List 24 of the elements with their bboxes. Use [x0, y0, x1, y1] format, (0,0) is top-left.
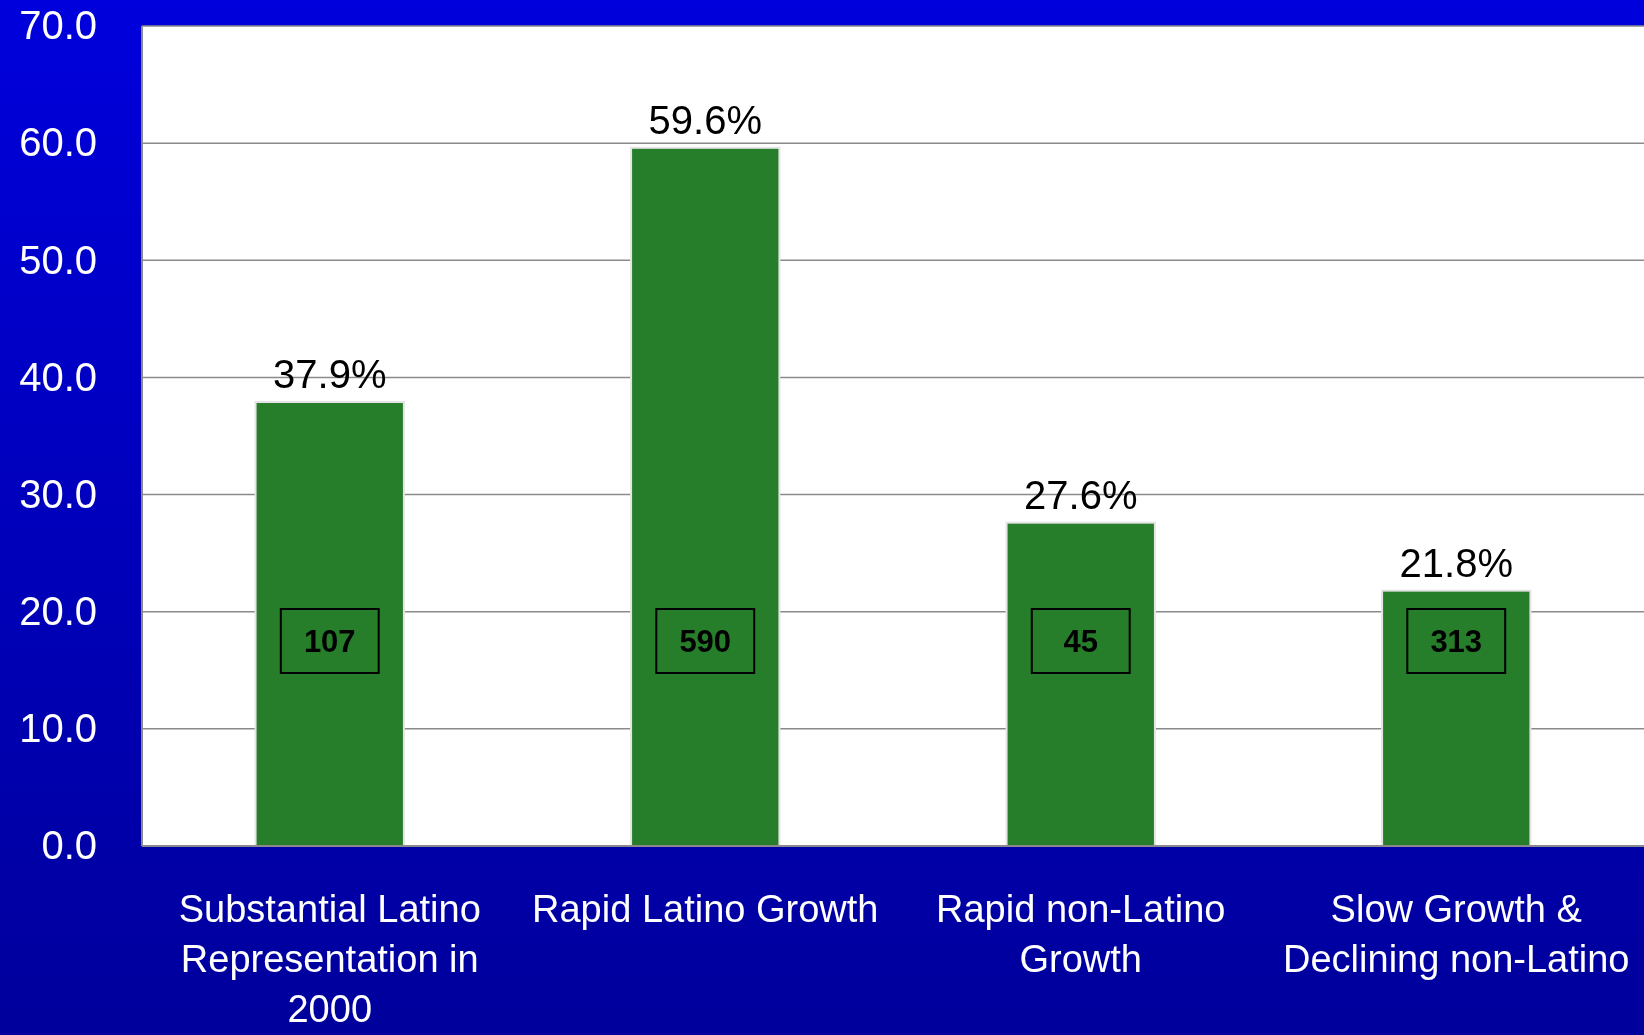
- y-tick-label: 50.0: [19, 237, 97, 282]
- y-tick-label: 20.0: [19, 589, 97, 634]
- bar: [1005, 521, 1156, 847]
- annotation: 107: [303, 624, 356, 660]
- x-tick-label: Substantial Latino Representation in 2000: [178, 888, 481, 1030]
- y-tick-label: 0.0: [41, 823, 97, 868]
- bar: [630, 146, 781, 847]
- y-tick-label: 10.0: [19, 706, 97, 751]
- annotation: 313: [1430, 624, 1483, 660]
- data-label: 21.8%: [1399, 540, 1513, 585]
- data-label: 27.6%: [1024, 472, 1138, 517]
- bar: [1381, 589, 1532, 847]
- annotation: 45: [1063, 624, 1098, 660]
- y-tick-label: 70.0: [19, 3, 97, 48]
- x-tick-label: Slow Growth & Declining non-Latino: [1283, 888, 1630, 980]
- y-tick-label: 40.0: [19, 354, 97, 399]
- annotation: 590: [679, 624, 732, 660]
- x-tick-label: Rapid non-Latino Growth: [936, 888, 1226, 980]
- data-label: 37.9%: [273, 352, 387, 397]
- y-tick-label: 30.0: [19, 471, 97, 516]
- y-tick-label: 60.0: [19, 120, 97, 165]
- bar: [254, 401, 405, 847]
- x-tick-label: Rapid Latino Growth: [532, 888, 879, 930]
- data-label: 59.6%: [648, 97, 762, 142]
